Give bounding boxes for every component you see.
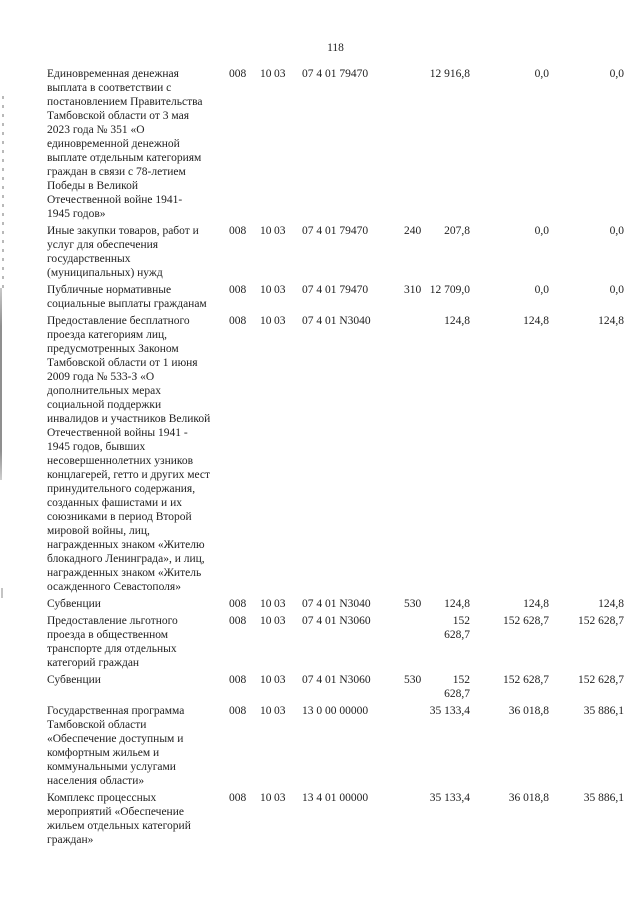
cell-subsection-code: 03	[274, 68, 286, 80]
cell-amount-3: 152 628,7	[578, 674, 624, 686]
page-number: 118	[327, 42, 344, 54]
cell-section-code: 10	[260, 674, 272, 686]
cell-amount-3: 35 886,1	[583, 792, 624, 804]
cell-amount-1: 12 709,0	[429, 284, 470, 296]
cell-section-code: 10	[260, 315, 272, 327]
cell-grbs-code: 008	[229, 674, 247, 686]
cell-section-code: 10	[260, 615, 272, 627]
row-name: Комплекс процессных мероприятий «Обеспеч…	[47, 792, 191, 846]
cell-grbs-code: 008	[229, 705, 247, 717]
cell-amount-1: 35 133,4	[429, 792, 470, 804]
cell-subsection-code: 03	[274, 792, 286, 804]
cell-subsection-code: 03	[274, 315, 286, 327]
cell-target-article-code: 07 4 01 79470	[302, 225, 369, 237]
cell-subsection-code: 03	[274, 598, 286, 610]
row-name: Субвенции	[47, 674, 101, 686]
cell-amount-3: 0,0	[609, 68, 624, 80]
cell-target-article-code: 13 4 01 00000	[302, 792, 369, 804]
cell-amount-3: 0,0	[609, 225, 624, 237]
cell-amount-2: 0,0	[534, 225, 549, 237]
cell-amount-1: 35 133,4	[429, 705, 470, 717]
table-row: Публичные нормативные социальные выплаты…	[47, 283, 624, 311]
cell-target-article-code: 07 4 01 N3060	[302, 615, 371, 627]
table-row: Предоставление льготного проезда в общес…	[47, 614, 624, 670]
cell-amount-3: 124,8	[598, 598, 624, 610]
cell-subsection-code: 03	[274, 705, 286, 717]
cell-amount-1: 124,8	[444, 598, 470, 610]
cell-amount-2: 152 628,7	[503, 615, 549, 627]
cell-subsection-code: 03	[274, 225, 286, 237]
cell-grbs-code: 008	[229, 615, 247, 627]
cell-expense-type-code: 530	[404, 674, 422, 686]
cell-expense-type-code: 240	[404, 225, 422, 237]
row-name: Единовременная денежная выплата в соотве…	[47, 68, 203, 220]
cell-grbs-code: 008	[229, 792, 247, 804]
cell-subsection-code: 03	[274, 284, 286, 296]
cell-amount-1: 152 628,7	[444, 615, 470, 641]
cell-subsection-code: 03	[274, 674, 286, 686]
cell-expense-type-code: 530	[404, 598, 422, 610]
table-row: Единовременная денежная выплата в соотве…	[47, 67, 624, 221]
table-row: Иные закупки товаров, работ и услуг для …	[47, 224, 624, 280]
cell-amount-3: 0,0	[609, 284, 624, 296]
cell-section-code: 10	[260, 68, 272, 80]
cell-target-article-code: 07 4 01 N3040	[302, 315, 371, 327]
table-row: Комплекс процессных мероприятий «Обеспеч…	[47, 791, 624, 847]
scan-edge-artifact-dashes	[2, 96, 4, 288]
budget-table: Единовременная денежная выплата в соотве…	[47, 67, 624, 850]
cell-amount-2: 152 628,7	[503, 674, 549, 686]
cell-amount-2: 36 018,8	[508, 792, 549, 804]
scan-edge-artifact-dot	[1, 588, 3, 598]
cell-section-code: 10	[260, 284, 272, 296]
cell-amount-3: 35 886,1	[583, 705, 624, 717]
cell-target-article-code: 07 4 01 N3040	[302, 598, 371, 610]
cell-amount-2: 36 018,8	[508, 705, 549, 717]
cell-grbs-code: 008	[229, 225, 247, 237]
cell-grbs-code: 008	[229, 68, 247, 80]
cell-subsection-code: 03	[274, 615, 286, 627]
cell-amount-2: 0,0	[534, 68, 549, 80]
cell-section-code: 10	[260, 598, 272, 610]
cell-grbs-code: 008	[229, 284, 247, 296]
row-name: Государственная программа Тамбовской обл…	[47, 705, 185, 787]
cell-target-article-code: 07 4 01 79470	[302, 68, 369, 80]
cell-amount-3: 152 628,7	[578, 615, 624, 627]
cell-amount-1: 207,8	[444, 225, 470, 237]
cell-grbs-code: 008	[229, 315, 247, 327]
cell-amount-1: 152 628,7	[444, 674, 470, 700]
cell-grbs-code: 008	[229, 598, 247, 610]
row-name: Субвенции	[47, 598, 101, 610]
table-row: Субвенции 008 10 03 07 4 01 N3060 530 15…	[47, 673, 624, 701]
cell-amount-1: 124,8	[444, 315, 470, 327]
row-name: Публичные нормативные социальные выплаты…	[47, 284, 207, 310]
table-row: Государственная программа Тамбовской обл…	[47, 704, 624, 788]
cell-target-article-code: 07 4 01 79470	[302, 284, 369, 296]
cell-section-code: 10	[260, 705, 272, 717]
cell-target-article-code: 07 4 01 N3060	[302, 674, 371, 686]
cell-target-article-code: 13 0 00 00000	[302, 705, 369, 717]
table-row: Предоставление бесплатного проезда катег…	[47, 314, 624, 594]
row-name: Предоставление льготного проезда в общес…	[47, 615, 178, 669]
cell-amount-2: 0,0	[534, 284, 549, 296]
cell-amount-1: 12 916,8	[429, 68, 470, 80]
cell-amount-2: 124,8	[523, 598, 549, 610]
cell-amount-2: 124,8	[523, 315, 549, 327]
row-name: Предоставление бесплатного проезда катег…	[47, 315, 211, 593]
table-row: Субвенции 008 10 03 07 4 01 N3040 530 12…	[47, 597, 624, 611]
scan-edge-artifact-bar	[0, 288, 2, 480]
cell-section-code: 10	[260, 225, 272, 237]
cell-section-code: 10	[260, 792, 272, 804]
row-name: Иные закупки товаров, работ и услуг для …	[47, 225, 199, 279]
cell-expense-type-code: 310	[404, 284, 422, 296]
cell-amount-3: 124,8	[598, 315, 624, 327]
